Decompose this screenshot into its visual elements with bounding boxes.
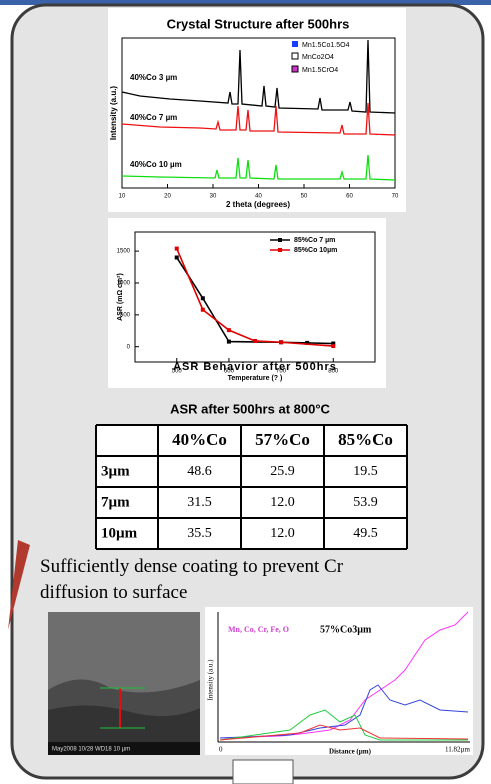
x-tick-label: 500: [172, 369, 183, 375]
x-tick-label: 50: [301, 194, 308, 200]
x-tick-label: 700: [276, 369, 287, 375]
row-header: 10µm: [101, 525, 138, 541]
y-tick-label: 0: [127, 344, 131, 350]
column-header: 40%Co: [172, 430, 227, 449]
x-tick-label: 20: [164, 194, 171, 200]
sem-info: May2008 10/28 WD18 10 µm: [52, 747, 130, 753]
point: [279, 340, 284, 345]
point: [174, 255, 179, 260]
x-tick-label: 30: [210, 194, 217, 200]
asr-title: ASR Behavior after 500hrs: [173, 361, 337, 373]
legend-marker: [278, 238, 282, 242]
x-tick-label: 600: [224, 369, 235, 375]
series-line: [176, 248, 334, 347]
row-header: 7µm: [101, 494, 130, 510]
y-tick-label: 1500: [117, 249, 131, 255]
xrd-trace: [121, 39, 396, 114]
legend-entry: 85%Co 10µm: [294, 247, 337, 254]
sem-texture: [48, 705, 200, 742]
table-cell: 35.5: [187, 526, 212, 541]
legend-swatch: [291, 52, 299, 60]
asr-box: [108, 218, 386, 388]
x-tick-label: 800: [328, 369, 339, 375]
caption-line: diffusion to surface: [40, 582, 187, 603]
legend-entry: MnCo2O4: [302, 54, 334, 61]
column-header: 85%Co: [338, 430, 393, 449]
x-tick-label: 70: [392, 194, 399, 200]
y-tick-label: 1000: [117, 281, 131, 287]
y-tick-label: 500: [120, 312, 131, 318]
table-title: ASR after 500hrs at 800°C: [170, 401, 330, 416]
table-cell: 19.5: [353, 464, 378, 479]
table-cell: 48.6: [187, 464, 212, 479]
table-cell: 49.5: [353, 526, 378, 541]
x-tick-label: 10: [119, 194, 126, 200]
xrd-box: [108, 8, 406, 212]
legend-entry: Mn1.5CrO4: [302, 67, 338, 74]
table-cell: 53.9: [353, 495, 378, 510]
red-arrow: [8, 540, 30, 630]
asr-y-label: ASR (mΩ cm²): [117, 273, 124, 321]
point: [253, 338, 257, 343]
legend-swatch: [292, 41, 298, 47]
asr-axes: [134, 231, 376, 363]
top-strip: [0, 0, 491, 5]
caption-line: Sufficiently dense coating to prevent Cr: [40, 556, 344, 577]
legend-marker: [278, 248, 282, 252]
eds-box: [205, 607, 473, 755]
table-cell: 25.9: [270, 464, 295, 479]
eds-y-label: Intensity (a.u.): [207, 659, 215, 701]
eds-x-label: Distance (µm): [329, 748, 372, 756]
eds-trace: [219, 724, 469, 741]
legend-entry: 85%Co 7 µm: [294, 237, 335, 244]
bottom-tab: [232, 759, 294, 784]
point: [305, 340, 310, 345]
eds-trace: [219, 611, 469, 739]
eds-x-end: 11.82µm: [445, 746, 471, 754]
xrd-trace: [121, 154, 396, 181]
point: [331, 341, 336, 346]
table-cell: 31.5: [187, 495, 212, 510]
point: [200, 296, 205, 301]
xrd-trace: [121, 102, 396, 136]
table-cell: 12.0: [270, 526, 295, 541]
trace-label: 40%Co 3 µm: [130, 73, 177, 82]
trace-label: 40%Co 7 µm: [130, 113, 177, 122]
point: [226, 328, 231, 333]
eds-title: 57%Co3µm: [320, 624, 372, 635]
table-cell: 12.0: [270, 495, 295, 510]
asr-x-label: Temperature (? ): [228, 375, 283, 382]
xrd-x-label: 2 theta (degrees): [226, 200, 290, 209]
xrd-title: Crystal Structure after 500hrs: [167, 16, 350, 31]
x-tick-label: 40: [255, 194, 262, 200]
sem-infobar: [48, 742, 200, 755]
caption: Sufficiently dense coating to prevent Cr…: [40, 556, 348, 603]
xrd-y-label: Intensity (a.u.): [109, 86, 118, 141]
eds-trace: [219, 709, 468, 741]
legend-swatch: [291, 65, 299, 73]
column-header: 57%Co: [255, 430, 310, 449]
point: [174, 246, 179, 251]
eds-trace: [219, 684, 469, 739]
x-tick-label: 60: [346, 194, 353, 200]
legend-entry: Mn1.5Co1.5O4: [302, 42, 350, 49]
trace-label: 40%Co 10 µm: [130, 160, 182, 169]
point: [200, 307, 205, 312]
point: [331, 344, 336, 349]
eds-x-start: 0: [219, 746, 223, 754]
row-header: 3µm: [101, 463, 130, 479]
point: [226, 339, 231, 344]
eds-legend: Mn, Co, Cr, Fe, O: [228, 625, 289, 634]
